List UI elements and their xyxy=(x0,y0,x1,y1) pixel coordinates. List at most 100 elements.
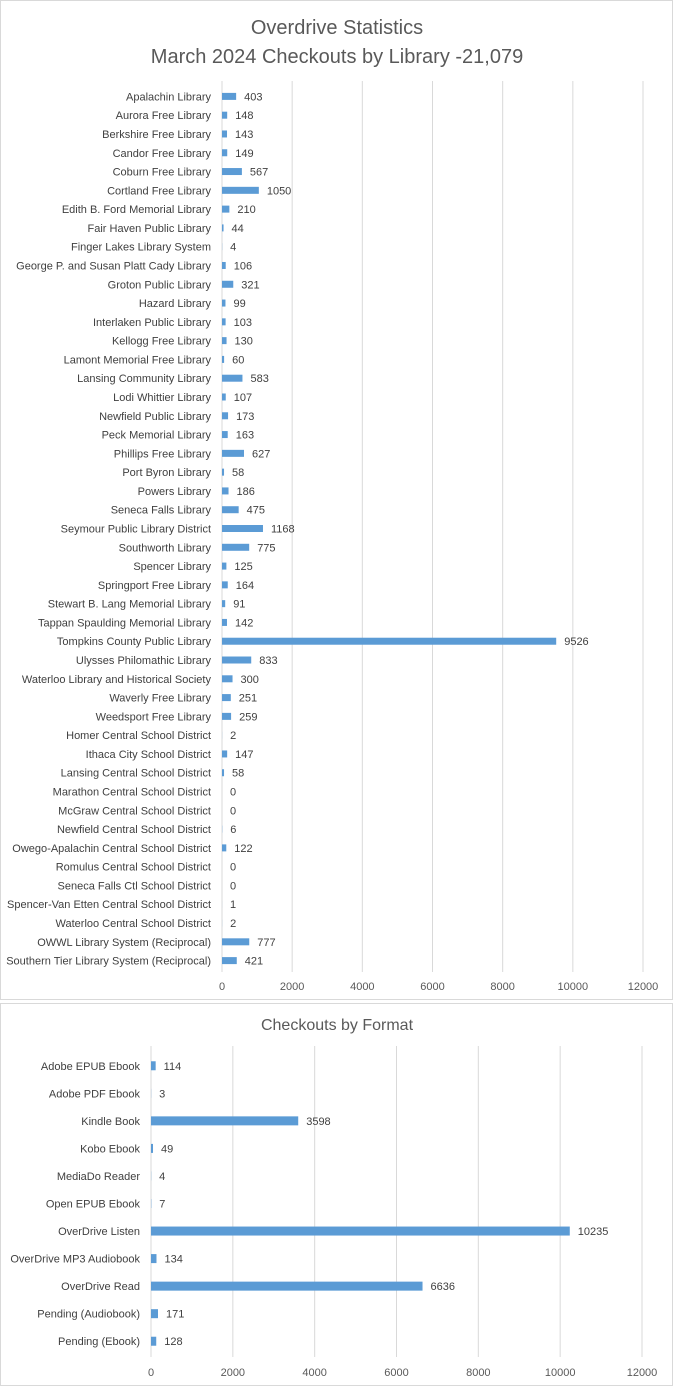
x-tick-label: 0 xyxy=(148,1367,154,1379)
data-label: 106 xyxy=(234,260,252,272)
category-label: Southworth Library xyxy=(119,542,212,554)
bar xyxy=(151,1309,158,1319)
category-label: Adobe PDF Ebook xyxy=(49,1088,141,1100)
data-label: 1168 xyxy=(271,524,295,536)
x-tick-label: 2000 xyxy=(280,981,304,993)
data-label: 49 xyxy=(161,1143,173,1155)
x-tick-label: 6000 xyxy=(420,981,444,993)
bar xyxy=(222,675,233,683)
category-label: Romulus Central School District xyxy=(56,862,211,874)
category-label: Springport Free Library xyxy=(98,580,212,592)
data-label: 107 xyxy=(234,392,252,404)
category-label: Powers Library xyxy=(138,486,212,498)
category-label: Marathon Central School District xyxy=(53,787,211,799)
bar xyxy=(222,656,252,664)
category-label: Pending (Ebook) xyxy=(58,1336,140,1348)
bar xyxy=(222,111,228,119)
data-label: 128 xyxy=(164,1336,182,1348)
x-tick-label: 4000 xyxy=(302,1367,326,1379)
bar xyxy=(222,261,226,269)
data-label: 2 xyxy=(230,730,236,742)
bar xyxy=(151,1254,157,1264)
bar xyxy=(151,1061,156,1071)
bar xyxy=(222,957,237,965)
category-label: Lamont Memorial Free Library xyxy=(64,354,212,366)
bar xyxy=(222,149,228,157)
data-label: 0 xyxy=(230,862,236,874)
bar xyxy=(222,299,226,307)
category-label: Waterloo Library and Historical Society xyxy=(22,674,212,686)
bar xyxy=(222,92,237,100)
data-label: 142 xyxy=(235,617,253,629)
data-label: 114 xyxy=(164,1061,182,1073)
library-checkouts-plot: Overdrive Statistics March 2024 Checkouts… xyxy=(6,17,658,993)
x-tick-label: 0 xyxy=(219,981,225,993)
bar xyxy=(222,637,557,645)
category-label: Spencer-Van Etten Central School Distric… xyxy=(7,899,211,911)
data-label: 4 xyxy=(159,1171,165,1183)
bar xyxy=(222,318,226,326)
data-label: 1 xyxy=(230,899,236,911)
data-label: 567 xyxy=(250,167,268,179)
bar xyxy=(222,168,242,176)
data-label: 6 xyxy=(230,824,236,836)
data-label: 251 xyxy=(239,693,257,705)
x-tick-label: 4000 xyxy=(350,981,374,993)
data-label: 583 xyxy=(250,373,268,385)
data-label: 6636 xyxy=(431,1281,455,1293)
bar xyxy=(151,1116,299,1126)
category-label: Phillips Free Library xyxy=(114,448,212,460)
data-label: 3 xyxy=(159,1088,165,1100)
category-label: Berkshire Free Library xyxy=(102,129,211,141)
data-label: 0 xyxy=(230,805,236,817)
data-label: 475 xyxy=(247,505,265,517)
data-label: 300 xyxy=(241,674,259,686)
category-label: George P. and Susan Platt Cady Library xyxy=(16,260,211,272)
bar xyxy=(222,562,227,570)
category-label: Candor Free Library xyxy=(113,148,212,160)
chart-title: Checkouts by Format xyxy=(261,1017,414,1034)
category-label: Peck Memorial Library xyxy=(102,430,212,442)
category-label: Weedsport Free Library xyxy=(96,711,212,723)
category-label: Port Byron Library xyxy=(122,467,211,479)
bar xyxy=(222,355,225,363)
data-label: 91 xyxy=(233,599,245,611)
data-label: 173 xyxy=(236,411,254,423)
data-label: 775 xyxy=(257,542,275,554)
category-label: Cortland Free Library xyxy=(107,185,211,197)
bar xyxy=(222,581,228,589)
bar xyxy=(222,205,230,213)
x-tick-label: 8000 xyxy=(490,981,514,993)
x-tick-label: 2000 xyxy=(221,1367,245,1379)
category-label: Aurora Free Library xyxy=(116,110,212,122)
category-label: Spencer Library xyxy=(133,561,211,573)
category-label: Tappan Spaulding Memorial Library xyxy=(38,617,212,629)
data-label: 10235 xyxy=(578,1226,609,1238)
category-label: OverDrive MP3 Audiobook xyxy=(10,1254,140,1266)
data-label: 164 xyxy=(236,580,254,592)
category-label: Coburn Free Library xyxy=(113,167,212,179)
data-label: 44 xyxy=(232,223,244,235)
bar xyxy=(222,186,259,194)
category-label: Owego-Apalachin Central School District xyxy=(12,843,211,855)
category-label: OWWL Library System (Reciprocal) xyxy=(37,937,211,949)
x-tick-label: 6000 xyxy=(384,1367,408,1379)
data-label: 403 xyxy=(244,91,262,103)
bar xyxy=(222,600,226,608)
data-label: 99 xyxy=(233,298,245,310)
bar xyxy=(222,750,228,758)
bar xyxy=(222,938,250,946)
bar xyxy=(222,224,224,232)
data-label: 130 xyxy=(235,336,253,348)
bar xyxy=(222,769,225,777)
data-label: 321 xyxy=(241,279,259,291)
bar xyxy=(151,1336,157,1346)
bar xyxy=(222,712,232,720)
data-label: 3598 xyxy=(306,1116,330,1128)
category-label: Hazard Library xyxy=(139,298,212,310)
category-label: Homer Central School District xyxy=(66,730,211,742)
bar xyxy=(222,525,263,532)
chart-subtitle: March 2024 Checkouts by Library -21,079 xyxy=(151,46,523,68)
bar xyxy=(222,374,243,382)
bar xyxy=(151,1281,423,1291)
